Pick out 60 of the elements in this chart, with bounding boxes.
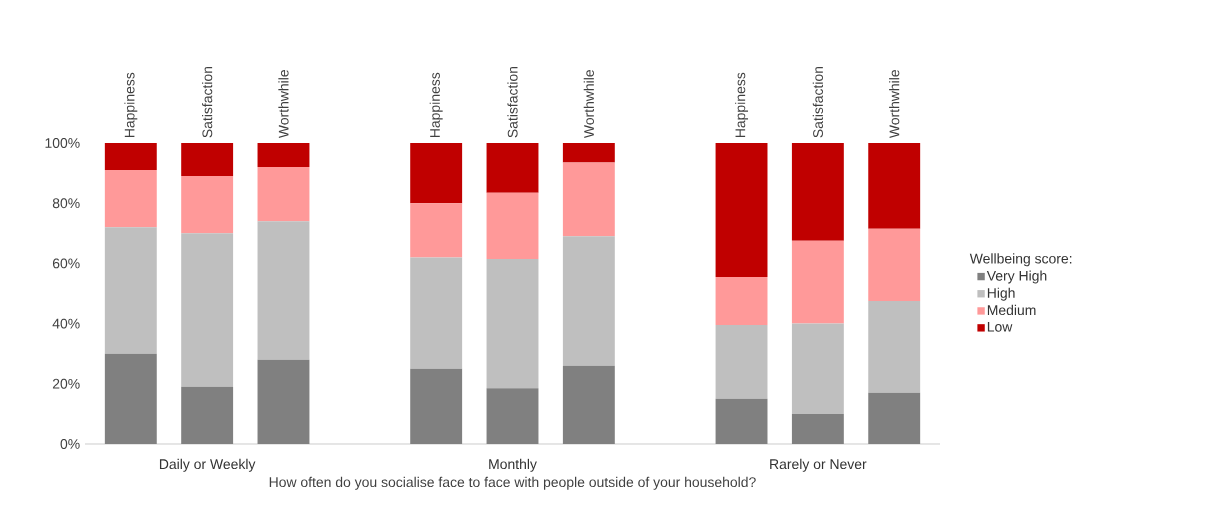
- legend-label: Medium: [987, 304, 1036, 316]
- bar: [486, 258, 539, 389]
- bar: [715, 143, 768, 277]
- bar: [257, 143, 310, 168]
- bar: [486, 143, 539, 193]
- x-tick-label: Worthwhile: [889, 70, 900, 139]
- x-tick-label: Satisfaction: [812, 66, 823, 138]
- bar: [104, 170, 157, 228]
- x-tick-label: Happiness: [124, 72, 138, 138]
- bar: [715, 325, 768, 399]
- bar: [486, 192, 539, 259]
- bar: [868, 228, 921, 302]
- y-tick-label: 100%: [45, 138, 80, 148]
- x-tick-label: Worthwhile: [278, 70, 289, 139]
- bar: [791, 143, 844, 241]
- x-tick-label: Satisfaction: [507, 66, 518, 138]
- bar: [410, 203, 463, 258]
- bar: [257, 359, 310, 444]
- bar: [562, 162, 615, 237]
- bar: [104, 353, 157, 444]
- bar: [562, 143, 615, 163]
- y-tick-label: 0%: [60, 439, 80, 449]
- bar: [104, 227, 157, 354]
- bar: [181, 233, 234, 387]
- bar: [868, 143, 921, 229]
- x-tick-label: Happiness: [429, 72, 443, 138]
- bar: [410, 368, 463, 444]
- y-tick-label: 40%: [52, 318, 80, 329]
- x-tick-label: Happiness: [735, 72, 749, 138]
- legend-title: Wellbeing score:: [969, 253, 1072, 267]
- text: Monthly: [489, 458, 537, 472]
- bar: [868, 301, 921, 393]
- bar: [486, 388, 539, 444]
- bar: [181, 143, 234, 177]
- legend-label: High: [987, 287, 1015, 301]
- bar: [868, 392, 921, 444]
- bar: [181, 176, 234, 234]
- x-tick-label: Satisfaction: [202, 66, 213, 138]
- bar: [257, 221, 310, 360]
- bar: [715, 276, 768, 326]
- x-tick-label: Worthwhile: [583, 70, 594, 139]
- bar: [181, 386, 234, 444]
- text: Rarely or Never: [770, 458, 867, 472]
- bar: [715, 398, 768, 444]
- bar: [562, 365, 615, 444]
- text: Daily or Weekly: [159, 458, 256, 472]
- bar: [791, 240, 844, 324]
- bar: [104, 143, 157, 171]
- y-tick-label: 80%: [52, 198, 80, 209]
- bar: [257, 167, 310, 222]
- y-tick-label: 20%: [52, 378, 80, 389]
- x-axis-title: How often do you socialise face to face with people outside of your household?: [269, 476, 756, 490]
- bar: [410, 143, 463, 204]
- legend-label: Low: [987, 322, 1013, 332]
- bar: [410, 257, 463, 369]
- bar: [791, 413, 844, 444]
- bar: [562, 236, 615, 366]
- y-tick-label: 60%: [52, 258, 80, 269]
- bar: [791, 323, 844, 414]
- legend-label: Very High: [986, 270, 1047, 284]
